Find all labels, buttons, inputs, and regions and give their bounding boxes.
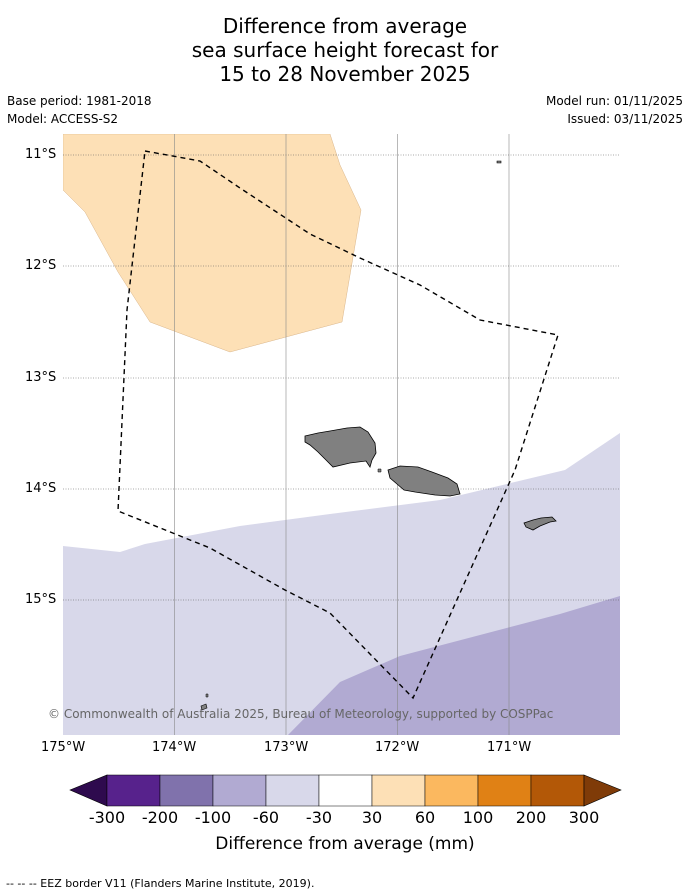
lat-label-15s: 15°S <box>25 592 57 607</box>
colorbar-tick-label: -300 <box>88 808 126 827</box>
eez-legend-footer: -- -- -- EEZ border V11 (Flanders Marine… <box>6 877 315 890</box>
colorbar-tick-label: 30 <box>361 808 383 827</box>
positive-anomaly-region <box>63 134 362 353</box>
copyright-notice: © Commonwealth of Australia 2025, Bureau… <box>48 707 554 721</box>
savaii-island <box>304 426 377 468</box>
colorbar-tick-label: 300 <box>568 808 600 827</box>
lat-label-13s: 13°S <box>25 370 57 385</box>
lat-label-12s: 12°S <box>25 258 57 273</box>
longitude-gridlines <box>174 134 510 735</box>
latitude-gridlines <box>63 154 620 601</box>
eez-border <box>117 150 559 700</box>
colorbar-tick-label: -200 <box>141 808 179 827</box>
colorbar-extend-high <box>583 774 622 807</box>
base-period-label: Base period: 1981-2018 <box>7 94 152 108</box>
upolu-island <box>387 465 461 497</box>
lon-label-172w: 172°W <box>375 740 420 755</box>
colorbar-tick-label: 60 <box>414 808 436 827</box>
colorbar-tick-label: -60 <box>252 808 280 827</box>
colorbar-bin-9 <box>530 774 585 807</box>
lon-label-175w: 175°W <box>41 740 86 755</box>
title-line-2: sea surface height forecast for <box>191 38 499 62</box>
lon-label-174w: 174°W <box>152 740 197 755</box>
colorbar <box>69 774 622 807</box>
colorbar-bin-3 <box>212 774 267 807</box>
colorbar-bin-6 <box>371 774 426 807</box>
small-island-north <box>496 160 502 164</box>
colorbar-tick-label: -100 <box>194 808 232 827</box>
colorbar-bin-2 <box>159 774 214 807</box>
colorbar-tick-label: 100 <box>462 808 494 827</box>
issued-label: Issued: 03/11/2025 <box>567 112 683 126</box>
lon-label-173w: 173°W <box>264 740 309 755</box>
colorbar-tick-label: 200 <box>515 808 547 827</box>
colorbar-bin-4 <box>265 774 320 807</box>
map-title: Difference from average sea surface heig… <box>0 14 690 86</box>
title-line-3: 15 to 28 November 2025 <box>219 62 471 86</box>
negative-anomaly-medium-region <box>288 596 620 735</box>
apolima-islet <box>377 468 382 473</box>
small-island-southwest-2 <box>205 693 209 698</box>
lon-label-171w: 171°W <box>487 740 532 755</box>
tutuila-island <box>523 516 557 531</box>
colorbar-extend-low <box>69 774 108 807</box>
title-line-1: Difference from average <box>222 14 468 38</box>
lat-label-14s: 14°S <box>25 481 57 496</box>
colorbar-tick-label: -30 <box>305 808 333 827</box>
colorbar-bin-5 <box>318 774 373 807</box>
colorbar-bin-1 <box>106 774 161 807</box>
lat-label-11s: 11°S <box>25 147 57 162</box>
model-run-label: Model run: 01/11/2025 <box>545 94 683 108</box>
colorbar-bin-7 <box>424 774 479 807</box>
small-island-southwest <box>200 703 208 711</box>
colorbar-title: Difference from average (mm) <box>215 834 475 854</box>
model-label: Model: ACCESS-S2 <box>7 112 119 126</box>
colorbar-bin-8 <box>477 774 532 807</box>
